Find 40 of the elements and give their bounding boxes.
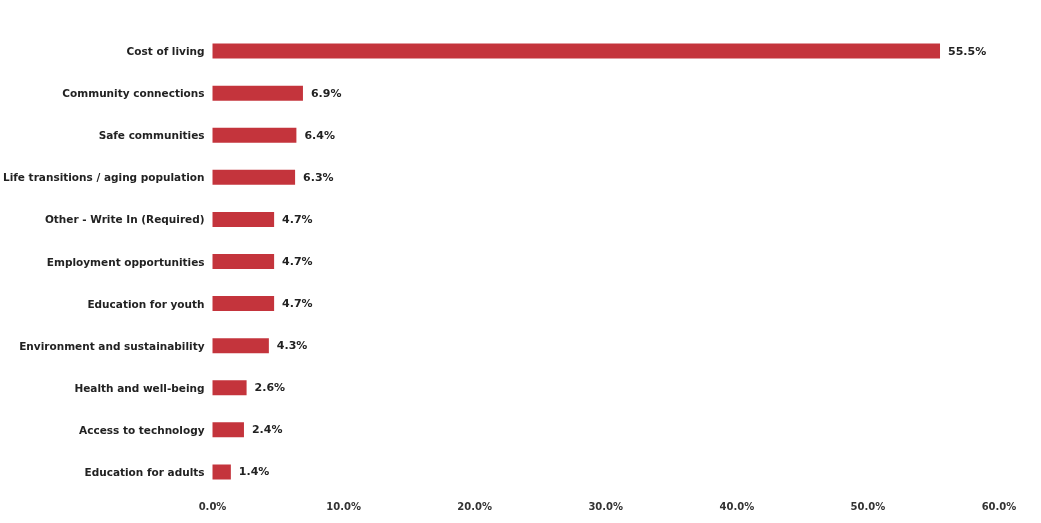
data-label: 1.4% — [238, 465, 270, 479]
bar — [212, 254, 275, 269]
x-tick-label: 40.0% — [719, 500, 755, 512]
x-tick-label: 60.0% — [981, 500, 1017, 512]
x-tick-label: 10.0% — [326, 500, 361, 512]
data-label: 4.7% — [282, 212, 313, 226]
bar — [212, 380, 247, 396]
data-label: 2.4% — [251, 423, 283, 437]
bar — [212, 127, 297, 143]
y-tick-label: Employment opportunities — [46, 255, 205, 268]
y-tick-label: Access to technology — [79, 423, 205, 436]
data-label: 4.7% — [282, 255, 313, 268]
data-label: 55.5% — [948, 44, 987, 58]
bar — [212, 85, 303, 101]
y-tick-label: Education for youth — [87, 297, 205, 310]
x-tick-label: 50.0% — [850, 500, 886, 512]
data-label: 4.7% — [282, 297, 313, 311]
data-label: 4.3% — [276, 339, 308, 353]
bar — [212, 338, 269, 354]
bar — [212, 169, 296, 185]
x-tick-label: 20.0% — [457, 500, 493, 512]
bar — [212, 211, 275, 227]
y-tick-label: Life transitions / aging population — [2, 171, 205, 184]
y-tick-label: Health and well-being — [74, 381, 205, 394]
data-label: 6.3% — [303, 170, 334, 184]
y-tick-label: Cost of living — [126, 45, 205, 58]
y-tick-label: Education for adults — [84, 465, 205, 478]
bar — [212, 422, 244, 438]
x-tick-label: 30.0% — [588, 500, 624, 512]
bar — [212, 43, 941, 59]
y-tick-label: Environment and sustainability — [19, 339, 205, 352]
bar — [212, 296, 275, 312]
y-tick-label: Community connections — [62, 87, 205, 100]
y-tick-label: Safe communities — [98, 129, 205, 142]
data-label: 2.6% — [254, 381, 286, 395]
data-label: 6.4% — [304, 128, 335, 142]
x-tick-label: 0.0% — [198, 500, 227, 512]
bar — [212, 464, 231, 480]
data-label: 6.9% — [310, 86, 342, 100]
y-tick-label: Other - Write In (Required) — [44, 213, 205, 226]
